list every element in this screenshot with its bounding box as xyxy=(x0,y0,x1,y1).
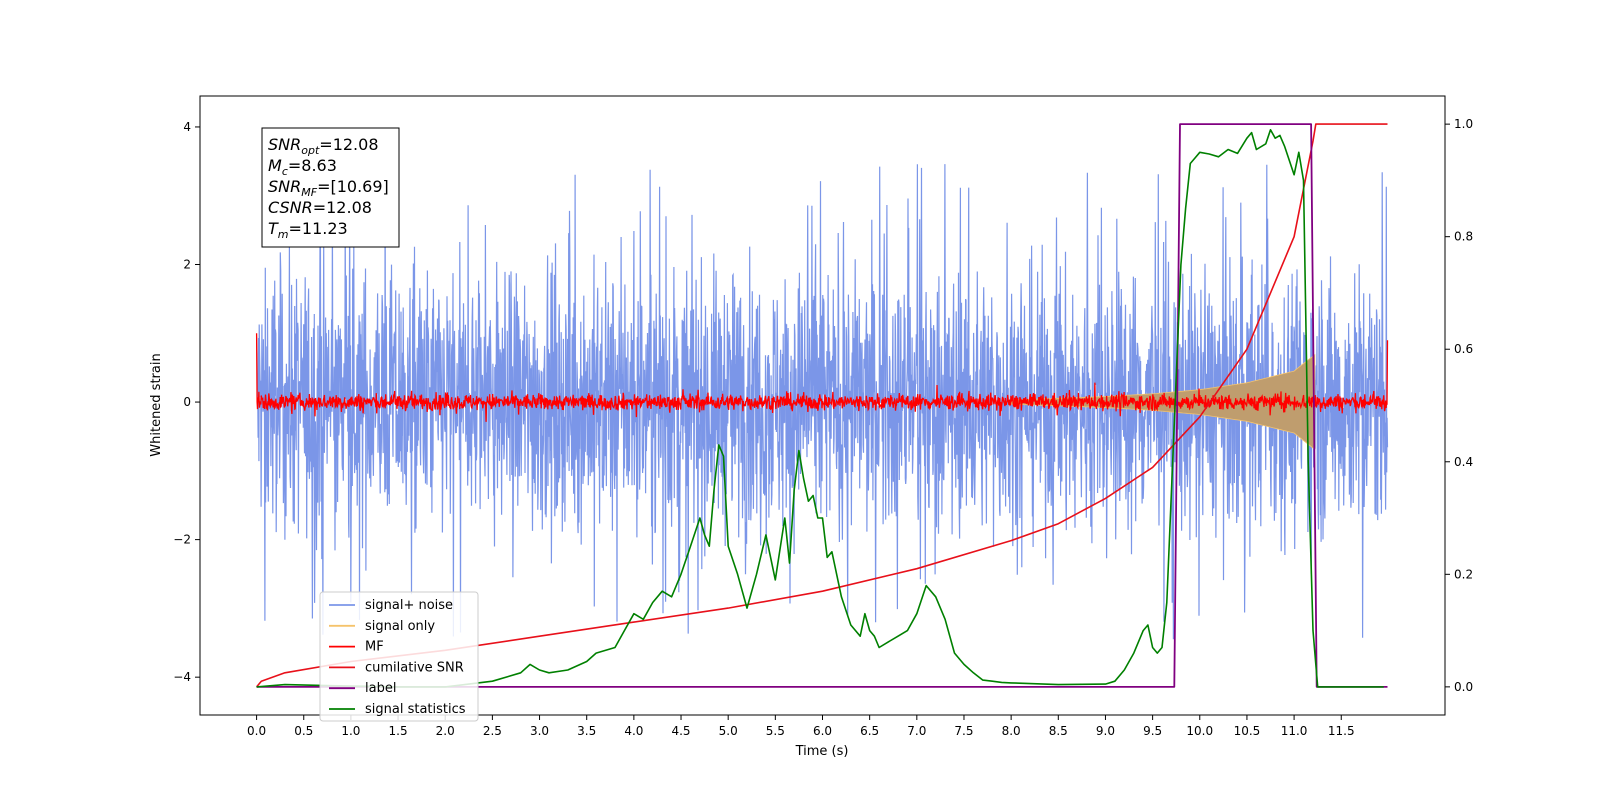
legend-label: signal only xyxy=(365,619,435,634)
x-tick-label: 6.0 xyxy=(813,724,832,738)
x-tick-label: 10.0 xyxy=(1186,724,1213,738)
y-tick-label: 0 xyxy=(183,395,191,409)
x-tick-label: 8.0 xyxy=(1002,724,1021,738)
y2-tick-label: 1.0 xyxy=(1454,117,1473,131)
x-tick-label: 3.5 xyxy=(577,724,596,738)
y2-axis-ticks: 1.0 0.8 0.6 0.4 0.2 0.0 xyxy=(1445,117,1473,694)
legend-frame xyxy=(319,591,479,722)
x-tick-label: 4.5 xyxy=(671,724,690,738)
y2-tick-label: 0.2 xyxy=(1454,567,1473,581)
legend: signal+ noise signal only MF cumilative SNR… xyxy=(319,591,479,722)
legend-label: signal+ noise xyxy=(365,598,453,613)
x-tick-label: 5.5 xyxy=(766,724,785,738)
x-tick-label: 7.5 xyxy=(954,724,973,738)
y2-tick-label: 0.0 xyxy=(1454,680,1473,694)
y-axis-ticks: 4 2 0 −2 −4 xyxy=(173,120,200,684)
y2-tick-label: 0.8 xyxy=(1454,230,1473,244)
y-tick-label: 4 xyxy=(183,120,191,134)
x-tick-label: 9.5 xyxy=(1143,724,1162,738)
y-axis-label: Whitened strain xyxy=(149,353,164,456)
y-tick-label: −2 xyxy=(173,533,191,547)
annotation-line: CSNR=12.08 xyxy=(268,198,372,217)
x-tick-label: 5.0 xyxy=(719,724,738,738)
x-tick-label: 2.0 xyxy=(436,724,455,738)
series-signal-statistics xyxy=(256,129,1384,688)
x-tick-label: 4.0 xyxy=(624,724,643,738)
x-tick-label: 0.0 xyxy=(247,724,266,738)
legend-label: cumilative SNR xyxy=(365,660,464,675)
y2-tick-label: 0.6 xyxy=(1454,342,1473,356)
x-tick-label: 10.5 xyxy=(1234,724,1261,738)
legend-label: label xyxy=(365,681,396,696)
plot-area xyxy=(255,123,1389,688)
x-axis-label: Time (s) xyxy=(795,744,849,759)
x-tick-label: 11.0 xyxy=(1281,724,1308,738)
y-tick-label: 2 xyxy=(183,258,191,272)
x-tick-label: 2.5 xyxy=(483,724,502,738)
x-tick-label: 6.5 xyxy=(860,724,879,738)
annotation-box: SNRopt=12.08Mc=8.63SNRMF=[10.69]CSNR=12.… xyxy=(261,127,400,248)
x-tick-label: 3.0 xyxy=(530,724,549,738)
x-axis-ticks: 0.0 0.5 1.0 1.5 2.0 2.5 3.0 3.5 4.0 4.5 5.0 5.5 6.0 6… xyxy=(247,715,1355,738)
annotation-line: SNRopt=12.08 xyxy=(268,135,379,157)
x-tick-label: 1.0 xyxy=(341,724,360,738)
x-tick-label: 0.5 xyxy=(294,724,313,738)
annotation-frame xyxy=(261,127,400,248)
annotation-line: Mc=8.63 xyxy=(268,156,337,178)
y2-tick-label: 0.4 xyxy=(1454,455,1473,469)
x-tick-label: 8.5 xyxy=(1049,724,1068,738)
legend-label: MF xyxy=(365,640,384,655)
x-tick-label: 7.0 xyxy=(907,724,926,738)
x-tick-label: 11.5 xyxy=(1328,724,1355,738)
legend-label: signal statistics xyxy=(365,702,466,717)
y-tick-label: −4 xyxy=(173,670,191,684)
x-tick-label: 9.0 xyxy=(1096,724,1115,738)
annotation-line: SNRMF=[10.69] xyxy=(268,177,389,199)
annotation-line: Tm=11.23 xyxy=(268,219,348,241)
x-tick-label: 1.5 xyxy=(389,724,408,738)
series-mf xyxy=(255,333,1389,422)
series-signal-noise xyxy=(256,164,1389,640)
